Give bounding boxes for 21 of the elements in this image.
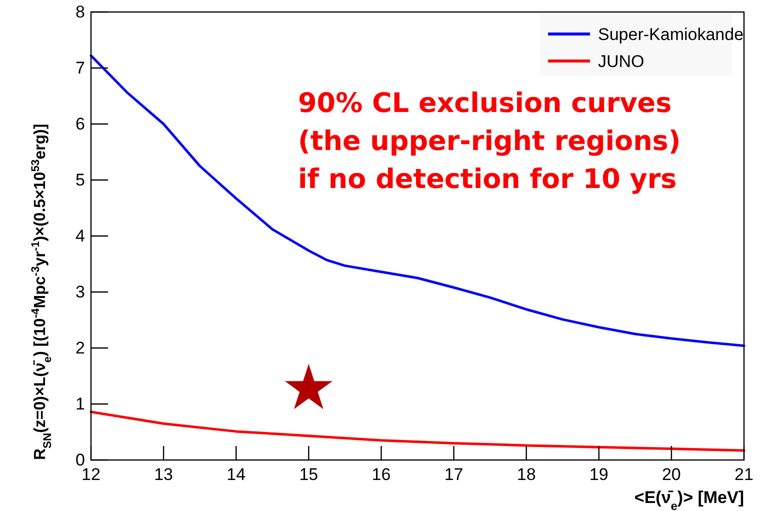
y-tick-label: 1 xyxy=(76,394,85,414)
x-tick-label: 19 xyxy=(589,465,608,484)
legend-label: Super-Kamiokande xyxy=(598,25,744,44)
annotation: 90% CL exclusion curves (the upper-right regions) if no detection for 10 yrs xyxy=(298,88,681,195)
y-tick-label: 2 xyxy=(76,338,85,358)
x-axis-title: <E(ν̄$_{e}$)> [MeV] xyxy=(634,488,744,511)
x-tick-label: 17 xyxy=(444,465,464,484)
y-tick-label: 3 xyxy=(76,282,85,302)
x-tick-label: 13 xyxy=(154,465,174,484)
x-tick-label: 18 xyxy=(516,465,536,484)
legend-label: JUNO xyxy=(598,52,644,71)
y-tick-label: 5 xyxy=(76,170,85,190)
x-tick-label: 21 xyxy=(734,465,754,484)
y-tick-label: 4 xyxy=(76,226,85,246)
x-tick-label: 20 xyxy=(662,465,681,484)
x-tick-label: 16 xyxy=(372,465,391,484)
x-tick-label: 14 xyxy=(226,465,246,484)
x-tick-label: 15 xyxy=(299,465,318,484)
y-tick-label: 7 xyxy=(76,58,85,78)
y-tick-label: 8 xyxy=(76,2,85,22)
y-tick-label: 6 xyxy=(76,114,85,134)
